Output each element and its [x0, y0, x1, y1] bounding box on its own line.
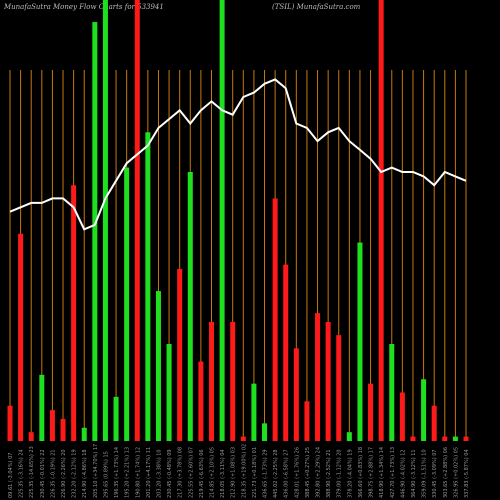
- x-tick-label: 212.90 (+1.08%) 03: [231, 447, 237, 498]
- chart-title-left: MunafaSutra Money Flow Charts for 533941: [4, 3, 164, 11]
- x-tick-label: 445.02 (-2.25%) 28: [273, 449, 279, 498]
- bar: [410, 436, 416, 441]
- x-tick-label: 225.55 (+2.60%) 07: [188, 447, 194, 498]
- x-tick-label: 214.90 (-4.86%) 18: [82, 449, 88, 498]
- bar: [60, 418, 66, 441]
- x-tick-label: 190.80 (+1.74%) 12: [135, 447, 141, 498]
- x-tick-label: 218.35 (+19.00%) 02: [241, 444, 247, 498]
- x-axis-labels: 09.61 (-3.04%) 07 225.35 (-3.16%) 24 225.3…: [8, 444, 470, 498]
- x-tick-label: 217.30 (+3.78%) 08: [178, 447, 184, 498]
- bar: [452, 436, 458, 441]
- x-tick-label: 326.95 (+0.02%) 05: [453, 447, 459, 498]
- x-tick-label: 398.75 (+2.88%) 17: [369, 447, 375, 498]
- x-tick-label: 230.45 (-0.01%) 22: [40, 449, 46, 498]
- x-tick-label: 203.20 (-3.38%) 10: [156, 449, 162, 498]
- x-tick-label: 378.20 (-4.04%) 19: [347, 449, 353, 498]
- bar: [92, 22, 98, 442]
- money-flow-line: [9, 78, 467, 231]
- bar: [389, 343, 395, 441]
- bar: [134, 0, 140, 441]
- x-tick-label: 427.70 (+1.73%) 13: [390, 447, 396, 498]
- bar-series: [7, 0, 469, 442]
- bar: [39, 374, 45, 441]
- x-tick-label: 359.09 (-1.51%) 10: [422, 449, 428, 498]
- x-tick-label: 379.00 (-1.12%) 20: [337, 449, 343, 498]
- bar: [240, 436, 246, 441]
- x-tick-label: 205.10 (+34.70%) 17: [93, 444, 99, 498]
- bar: [71, 185, 77, 441]
- bar: [102, 0, 108, 441]
- bar: [431, 405, 437, 441]
- bar: [177, 269, 183, 441]
- bar: [463, 436, 469, 441]
- bar: [49, 410, 55, 441]
- bar: [145, 132, 151, 442]
- x-tick-label: 218.05 (-3.11%) 04: [220, 449, 226, 498]
- chart-title-right: (TSIL) MunafaSutra.com: [272, 3, 361, 11]
- bar: [113, 396, 119, 441]
- bar: [315, 313, 321, 441]
- bar: [399, 392, 405, 441]
- x-tick-label: 436.00 (-6.58%) 27: [284, 449, 290, 498]
- x-tick-label: 201.20 (+4.17%) 11: [146, 447, 152, 498]
- x-tick-label: 295.65 (0.89%) 15: [103, 451, 109, 498]
- bar: [325, 321, 331, 441]
- bar: [219, 0, 225, 441]
- x-tick-label: 388.90 (-2.52%) 21: [326, 449, 332, 498]
- bar: [230, 321, 236, 441]
- x-tick-label: 221.73 (+0.18%) 01: [252, 447, 258, 498]
- x-tick-label: 195.20 (+2.21%) 13: [125, 447, 131, 498]
- bar: [304, 401, 310, 441]
- x-tick-label: 436.65 (-1.73%) 29: [263, 449, 269, 498]
- bar: [208, 321, 214, 441]
- x-tick-label: 230.45 (-0.48%) 09: [167, 449, 173, 498]
- x-tick-label: 446.90 (-4.02%) 12: [400, 449, 406, 498]
- bar: [18, 233, 24, 441]
- x-tick-label: 303.65 (+2.88%) 06: [443, 447, 449, 498]
- bar: [7, 405, 13, 441]
- bar: [283, 264, 289, 441]
- bar: [336, 335, 342, 441]
- x-tick-label: 196.35 (+1.73%) 14: [114, 447, 120, 498]
- x-tick-label: 418.90 (+1.34%) 14: [379, 447, 385, 498]
- bar: [28, 432, 34, 441]
- x-tick-label: 219.45 (-6.63%) 06: [199, 449, 205, 498]
- x-tick-label: 428.01 (+1.76%) 26: [294, 447, 300, 498]
- x-tick-label: 392.80 (+2.29%) 24: [316, 447, 322, 498]
- bar: [368, 383, 374, 441]
- x-tick-label: 330.45 (-3.09%) 07: [432, 449, 438, 498]
- x-tick-label: 226.35 (-0.19%) 21: [50, 449, 56, 498]
- x-tick-label: 337.83 (-5.87%) 04: [464, 449, 470, 498]
- bar: [81, 427, 87, 441]
- bar: [262, 423, 268, 441]
- bar: [166, 343, 172, 441]
- bar: [198, 361, 204, 441]
- bar: [124, 167, 130, 441]
- grid-lines: [9, 70, 467, 441]
- x-tick-label: 225.35 (-3.16%) 24: [19, 449, 25, 498]
- x-tick-label: 232.20 (-2.12%) 19: [72, 449, 78, 498]
- bar: [346, 432, 352, 441]
- x-tick-label: 214.85 (+2.10%) 05: [209, 447, 215, 498]
- x-tick-label: 225.35 (-14.65%) 23: [29, 446, 35, 498]
- x-tick-label: 366.60 (+0.83%) 18: [358, 447, 364, 498]
- bar: [251, 383, 257, 441]
- x-tick-label: 388.45 (+0.27%) 25: [305, 447, 311, 498]
- bar: [272, 198, 278, 441]
- bar: [378, 0, 384, 441]
- x-tick-label: 226.90 (-2.26%) 20: [61, 449, 67, 498]
- bar: [155, 291, 161, 441]
- bar: [293, 348, 299, 441]
- bar: [442, 436, 448, 441]
- bar: [187, 171, 193, 442]
- bar: [421, 379, 427, 441]
- x-tick-label: 364.90 (-3.12%) 11: [411, 449, 417, 498]
- x-tick-label: 09.61 (-3.04%) 07: [8, 453, 14, 498]
- bar: [357, 242, 363, 441]
